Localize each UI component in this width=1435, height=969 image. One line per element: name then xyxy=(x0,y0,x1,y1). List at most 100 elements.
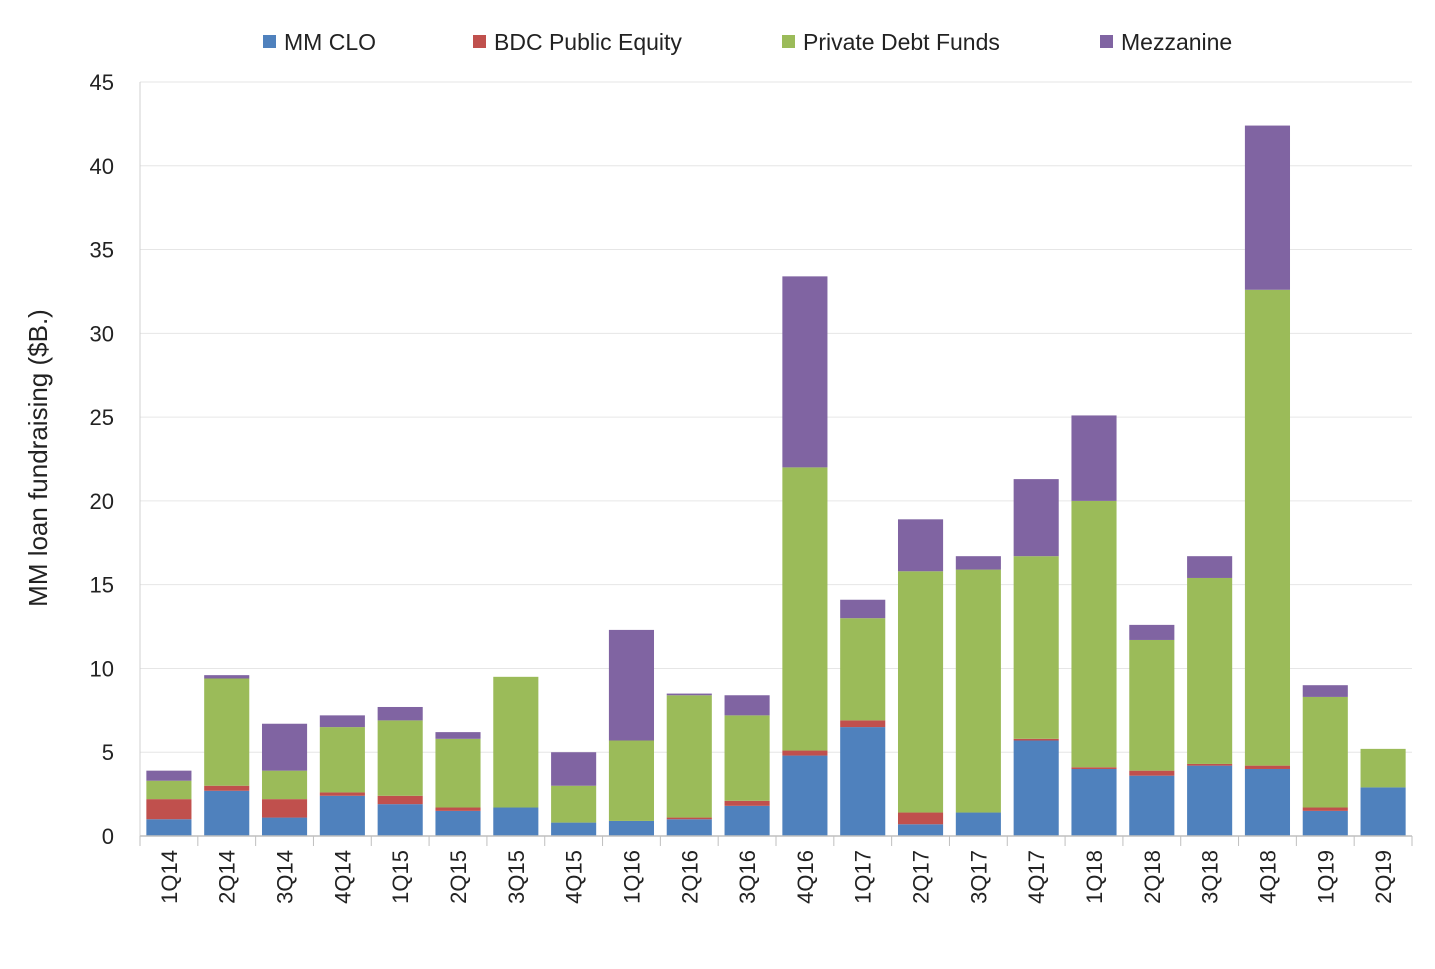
bar-segment xyxy=(204,675,250,679)
y-tick-label: 10 xyxy=(90,656,114,681)
bar-segment xyxy=(840,727,886,836)
x-tick-label: 2Q14 xyxy=(215,850,240,904)
bar-segment xyxy=(377,706,423,721)
y-tick-label: 15 xyxy=(90,573,114,598)
x-tick-label: 3Q18 xyxy=(1198,850,1223,904)
x-tick-label: 4Q18 xyxy=(1255,850,1280,904)
bar-segment xyxy=(146,799,192,820)
x-tick-label: 2Q16 xyxy=(677,850,702,904)
bar-segment xyxy=(435,810,481,836)
bar-segment xyxy=(897,571,944,813)
bar-segment xyxy=(1013,479,1059,557)
x-tick-label: 1Q14 xyxy=(157,850,182,904)
bars xyxy=(146,125,1406,836)
bar-segment xyxy=(1360,787,1406,836)
y-tick-label: 30 xyxy=(90,321,114,346)
bar-segment xyxy=(551,822,597,836)
y-tick-label: 20 xyxy=(90,489,114,514)
bar-segment xyxy=(1013,556,1059,739)
x-tick-label: 3Q16 xyxy=(735,850,760,904)
bar-segment xyxy=(319,727,365,793)
bar-segment xyxy=(1244,289,1291,766)
bar-segment xyxy=(724,695,770,716)
bar-segment xyxy=(1360,748,1406,788)
x-tick-label: 2Q17 xyxy=(909,850,934,904)
bar-segment xyxy=(435,732,481,739)
legend-label: Mezzanine xyxy=(1121,29,1232,55)
bar-segment xyxy=(955,569,1001,813)
x-tick-label: 1Q16 xyxy=(619,850,644,904)
x-tick-label: 4Q15 xyxy=(562,850,587,904)
bar-segment xyxy=(782,467,828,751)
legend-swatch xyxy=(782,35,795,48)
gridlines xyxy=(140,81,1412,753)
bar-segment xyxy=(955,556,1001,570)
bar-segment xyxy=(493,807,539,836)
bar-segment xyxy=(724,805,770,836)
bar-segment xyxy=(1071,767,1117,769)
x-tick-label: 1Q15 xyxy=(388,850,413,904)
bar-segment xyxy=(377,795,423,805)
bar-segment xyxy=(1129,639,1175,771)
bar-segment xyxy=(608,629,655,741)
bar-segment xyxy=(204,785,250,791)
axes: 0 5 10 15 20 25 30 35 40 45 1Q14 2Q14 3Q14 4Q14 1Q15 2Q… xyxy=(90,70,1413,904)
bar-segment xyxy=(666,693,712,696)
x-tick-label: 1Q17 xyxy=(851,850,876,904)
bar-segment xyxy=(1244,125,1291,290)
bar-segment xyxy=(840,618,886,721)
bar-segment xyxy=(955,812,1001,836)
bar-segment xyxy=(1302,696,1348,808)
x-tick-label: 1Q18 xyxy=(1082,850,1107,904)
y-axis-title: MM loan fundraising ($B.) xyxy=(23,309,53,607)
bar-segment xyxy=(1187,765,1233,836)
bar-segment xyxy=(897,824,944,836)
bar-segment xyxy=(1129,770,1175,776)
x-tick-label: 1Q19 xyxy=(1313,850,1338,904)
x-tick-label: 3Q14 xyxy=(273,850,298,904)
bar-segment xyxy=(666,819,712,836)
x-tick-label: 2Q15 xyxy=(446,850,471,904)
bar-segment xyxy=(146,819,192,836)
y-tick-label: 45 xyxy=(90,70,114,95)
bar-segment xyxy=(1129,624,1175,640)
bar-segment xyxy=(146,770,192,781)
bar-segment xyxy=(1187,556,1233,578)
bar-segment xyxy=(1187,763,1233,766)
bar-segment xyxy=(204,678,250,786)
bar-segment xyxy=(377,720,423,796)
legend-swatch xyxy=(263,35,276,48)
legend-label: Private Debt Funds xyxy=(803,29,1000,55)
bar-segment xyxy=(319,792,365,796)
bar-segment xyxy=(840,599,886,619)
bar-segment xyxy=(782,755,828,836)
x-tick-label: 4Q16 xyxy=(793,850,818,904)
bar-segment xyxy=(666,817,712,820)
bar-segment xyxy=(435,807,481,811)
legend: MM CLO BDC Public Equity Private Debt Fund… xyxy=(263,29,1232,55)
x-tick-label: 4Q17 xyxy=(1024,850,1049,904)
bar-segment xyxy=(319,715,365,728)
bar-segment xyxy=(551,785,597,823)
bar-segment xyxy=(666,695,712,818)
bar-segment xyxy=(724,715,770,801)
y-tick-label: 25 xyxy=(90,405,114,430)
bar-segment xyxy=(1071,500,1117,768)
bar-segment xyxy=(1244,768,1291,836)
bar-segment xyxy=(724,800,770,806)
bar-segment xyxy=(1013,738,1059,741)
bar-segment xyxy=(1244,765,1291,769)
bar-segment xyxy=(608,740,655,821)
bar-segment xyxy=(1302,685,1348,697)
bar-segment xyxy=(146,780,192,800)
bar-segment xyxy=(204,790,250,836)
bar-segment xyxy=(1071,768,1117,836)
bar-segment xyxy=(1071,415,1117,501)
bar-segment xyxy=(261,723,308,771)
bar-segment xyxy=(782,276,828,468)
bar-segment xyxy=(1129,775,1175,836)
legend-label: BDC Public Equity xyxy=(494,29,682,55)
bar-segment xyxy=(493,676,539,808)
